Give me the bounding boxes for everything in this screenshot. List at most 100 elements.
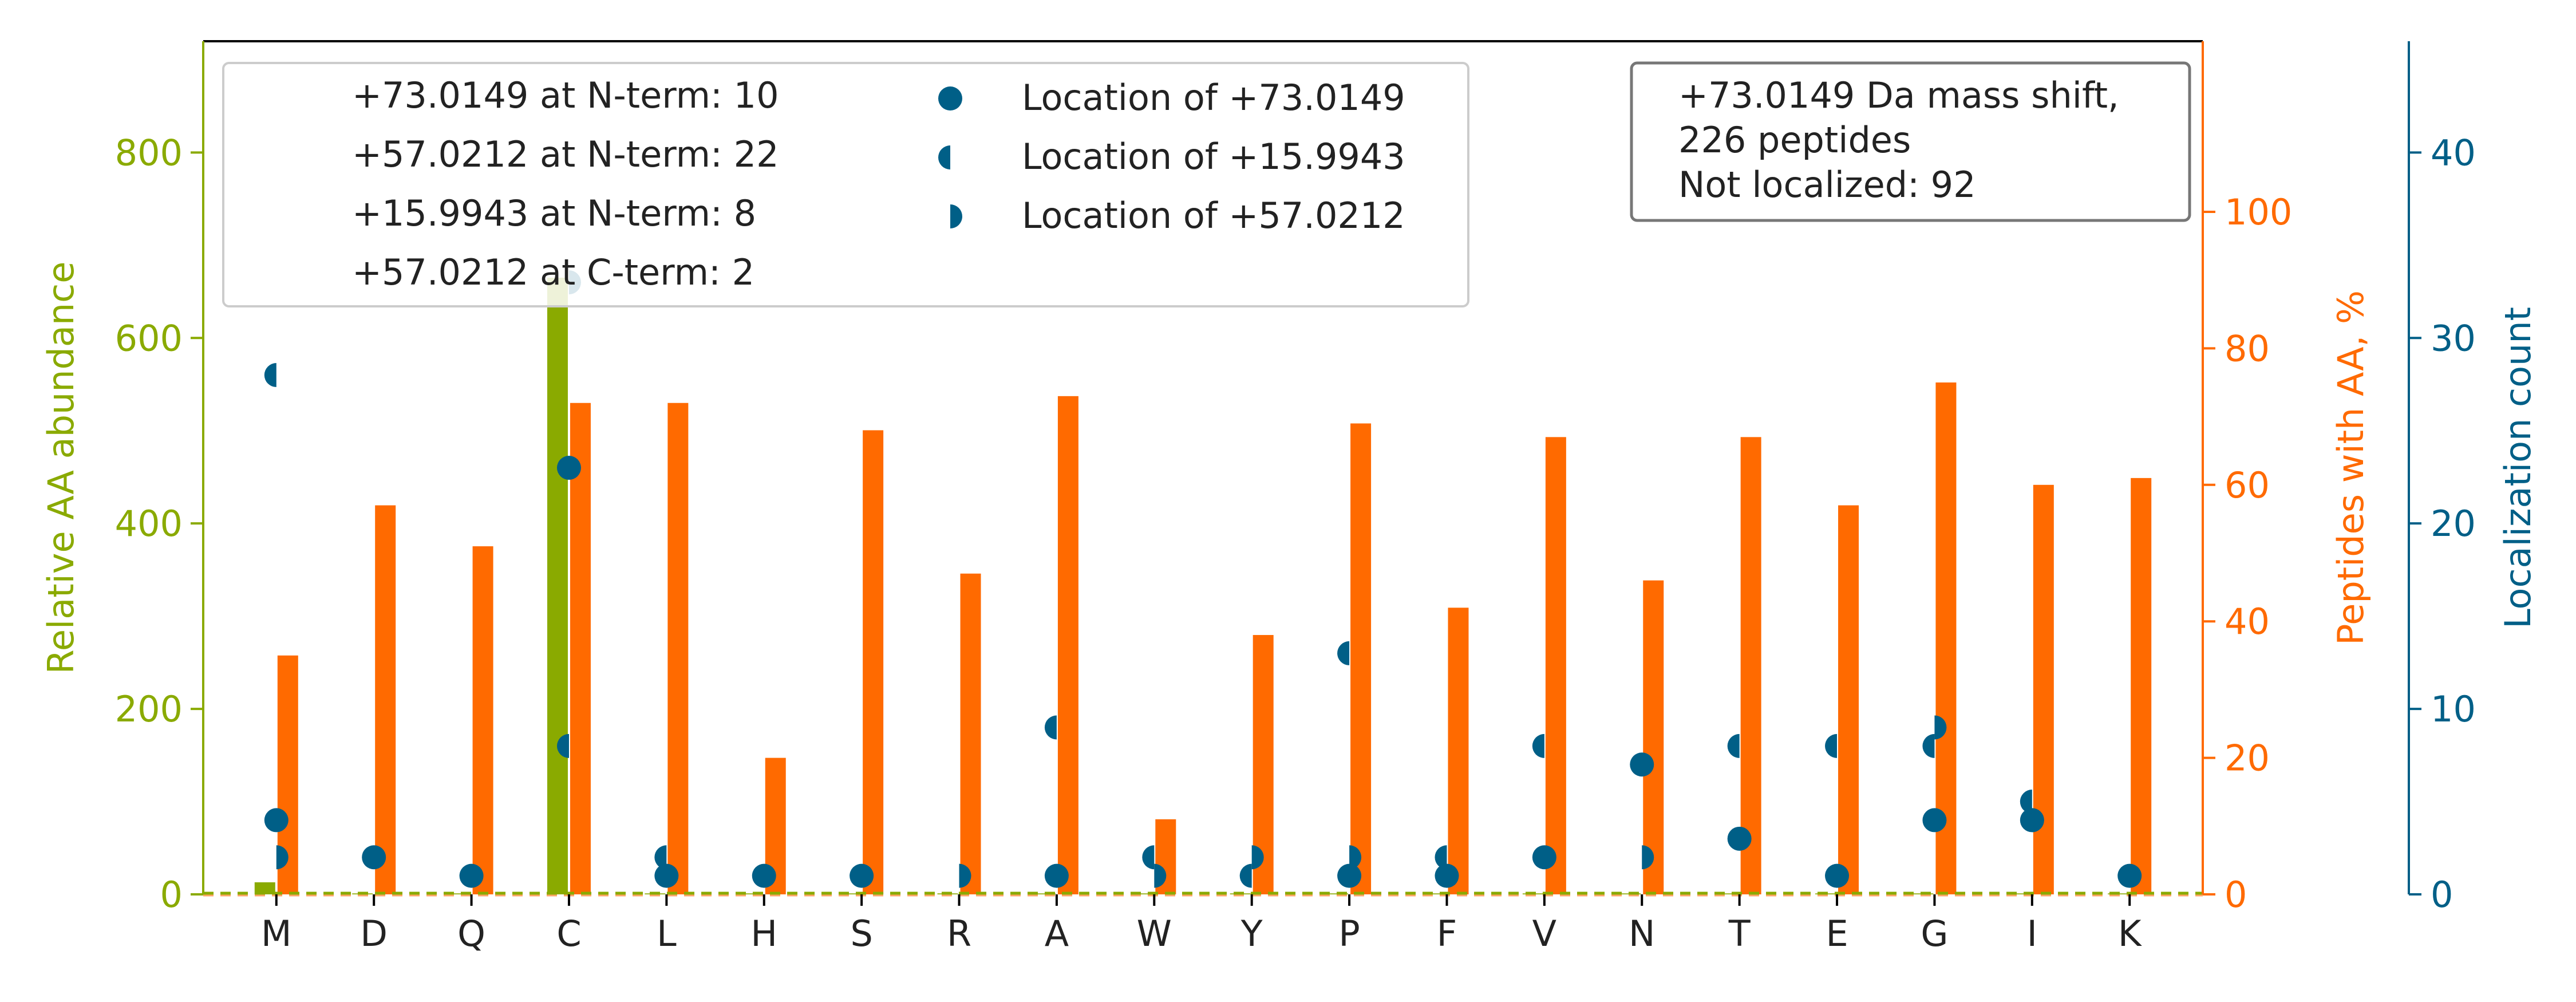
marker-full-M <box>264 808 289 833</box>
marker-full-F <box>1435 863 1459 888</box>
marker-full-G <box>1922 808 1947 833</box>
marker-full-T <box>1727 826 1752 851</box>
tick-label-x-E: E <box>1826 913 1848 954</box>
bar-abundance-W <box>1132 893 1153 894</box>
bar-peptides-P <box>1350 423 1372 894</box>
marker-right-G <box>1934 715 1947 740</box>
marker-full-P <box>1337 863 1362 888</box>
marker-full-E <box>1825 863 1850 888</box>
annotation-line-2: Not localized: 92 <box>1678 164 1976 206</box>
bar-peptides-E <box>1838 505 1859 894</box>
tick-label-x-S: S <box>850 913 872 954</box>
bars-layer <box>254 277 2152 894</box>
tick-label-right2-10: 10 <box>2431 688 2476 730</box>
tick-label-x-D: D <box>360 913 388 954</box>
marker-full-H <box>752 863 776 888</box>
marker-right-N <box>1642 845 1654 870</box>
tick-label-left-0: 0 <box>160 874 183 916</box>
bar-abundance-I <box>2010 893 2031 894</box>
bar-peptides-R <box>960 573 981 894</box>
marker-left-I <box>2020 790 2032 814</box>
marker-left-E <box>1825 733 1838 758</box>
tick-label-x-Q: Q <box>457 913 485 954</box>
marker-left-G <box>1922 733 1935 758</box>
marker-left-L <box>654 845 667 870</box>
tick-label-left-200: 200 <box>115 688 183 730</box>
bar-peptides-C <box>570 403 591 894</box>
marker-right-Y <box>1251 845 1264 870</box>
legend-marker-left <box>938 145 950 169</box>
axis-title-right2: Localization count <box>2497 307 2539 629</box>
tick-label-right1-0: 0 <box>2225 874 2247 916</box>
tick-label-right2-40: 40 <box>2431 132 2476 173</box>
axis-title-left: Relative AA abundance <box>40 262 82 674</box>
marker-left-A <box>1044 715 1057 740</box>
marker-full-K <box>2117 863 2142 888</box>
tick-label-right1-80: 80 <box>2225 328 2270 369</box>
annotation-line-0: +73.0149 Da mass shift, <box>1678 74 2119 116</box>
bar-peptides-Q <box>472 546 493 894</box>
legend-marker-label-0: Location of +73.0149 <box>1022 77 1405 119</box>
bar-abundance-C <box>547 277 568 894</box>
tick-label-right1-100: 100 <box>2225 191 2292 233</box>
tick-label-right1-60: 60 <box>2225 464 2270 506</box>
tick-label-x-H: H <box>750 913 777 954</box>
marker-right-W <box>1154 863 1167 888</box>
bar-peptides-L <box>667 403 689 894</box>
legend-marker-label-2: Location of +57.0212 <box>1022 195 1405 236</box>
bar-peptides-D <box>375 505 396 894</box>
tick-label-x-I: I <box>2027 913 2037 954</box>
marker-left-F <box>1435 845 1447 870</box>
bar-peptides-N <box>1643 580 1664 894</box>
legend-term-0: +73.0149 at N-term: 10 <box>352 74 779 116</box>
tick-label-x-K: K <box>2118 913 2142 954</box>
legend-marker-label-1: Location of +15.9943 <box>1022 136 1405 177</box>
bar-peptides-K <box>2131 478 2152 894</box>
bar-peptides-I <box>2033 484 2054 894</box>
tick-label-right2-30: 30 <box>2431 317 2476 359</box>
tick-label-x-M: M <box>261 913 292 954</box>
bar-abundance-Q <box>449 893 471 894</box>
marker-right-M <box>276 845 289 870</box>
marker-full-N <box>1630 752 1654 777</box>
tick-label-x-V: V <box>1532 913 1556 954</box>
tick-label-right1-40: 40 <box>2225 601 2270 642</box>
bar-abundance-T <box>1717 893 1739 894</box>
tick-label-x-N: N <box>1629 913 1655 954</box>
bar-peptides-T <box>1740 437 1761 894</box>
marker-full-C <box>556 456 581 480</box>
marker-left-T <box>1727 733 1740 758</box>
tick-label-x-F: F <box>1437 913 1457 954</box>
legend-term-3: +57.0212 at C-term: 2 <box>352 251 754 293</box>
tick-label-x-T: T <box>1728 913 1751 954</box>
tick-label-x-W: W <box>1137 913 1172 954</box>
bar-abundance-S <box>840 893 861 894</box>
bar-abundance-F <box>1425 893 1446 894</box>
tick-label-right2-0: 0 <box>2431 874 2453 916</box>
tick-label-x-Y: Y <box>1240 913 1263 954</box>
marker-full-Q <box>459 863 484 888</box>
bar-abundance-H <box>742 893 763 894</box>
axes-layer: 0 200 400 600 800 0 20 40 60 80 100 0 10 20 30 40 M D Q C L H… <box>40 40 2539 954</box>
marker-right-R <box>959 863 971 888</box>
tick-label-x-R: R <box>947 913 971 954</box>
marker-full-A <box>1044 863 1069 888</box>
legend-term-1: +57.0212 at N-term: 22 <box>352 133 779 175</box>
legend-term-2: +15.9943 at N-term: 8 <box>352 192 756 234</box>
legend-frame <box>222 62 1469 307</box>
tick-label-left-800: 800 <box>115 132 183 173</box>
bar-peptides-S <box>863 430 884 894</box>
tick-label-left-400: 400 <box>115 503 183 545</box>
legend-marker-right <box>950 204 962 228</box>
bar-peptides-F <box>1448 607 1469 894</box>
axis-title-right1: Peptides with AA, % <box>2330 290 2372 645</box>
marker-full-V <box>1532 845 1556 870</box>
marker-right-I <box>2032 808 2044 833</box>
tick-label-x-G: G <box>1921 913 1948 954</box>
marker-full-S <box>850 863 874 888</box>
marker-left-W <box>1142 845 1155 870</box>
legend-marker-full <box>938 86 962 111</box>
marker-full-L <box>654 863 679 888</box>
